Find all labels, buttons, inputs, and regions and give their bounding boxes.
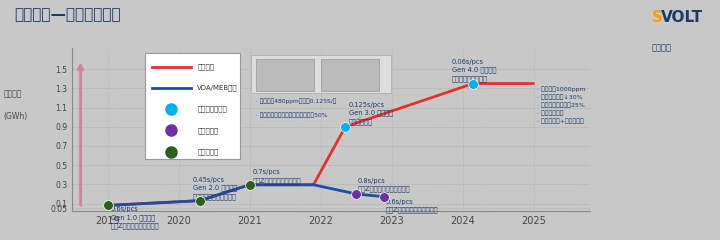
Text: S: S <box>652 10 662 25</box>
Text: 0.6s/pcs
Gen 1.0 合作开发
摇摆Z叠，双工位，弹夹式: 0.6s/pcs Gen 1.0 合作开发 摇摆Z叠，双工位，弹夹式 <box>111 206 160 229</box>
Text: 0.45s/pcs
Gen 2.0 合作开发
双送叠，双工位，弹夹式: 0.45s/pcs Gen 2.0 合作开发 双送叠，双工位，弹夹式 <box>193 177 237 200</box>
Text: 叠片技术—叠片技术路线: 叠片技术—叠片技术路线 <box>14 7 121 22</box>
Text: VOLT: VOLT <box>661 10 703 25</box>
Text: 单机产出: 单机产出 <box>4 89 22 98</box>
Text: 蜂巢能源: 蜂巢能源 <box>652 43 672 52</box>
Text: 0.7s/pcs
传统Z叠，双工位，弹夹式: 0.7s/pcs 传统Z叠，双工位，弹夹式 <box>253 169 302 184</box>
Text: · 设计效率1000ppm
· 单位产能成本↓30%
· 单位产能占地节省25%
· 激光切片工艺
· 磁悬浮转运+机器人叠片: · 设计效率1000ppm · 单位产能成本↓30% · 单位产能占地节省25%… <box>537 86 586 124</box>
Text: 0.125s/pcs
Gen 3.0 自主研发
热复合多片叠: 0.125s/pcs Gen 3.0 自主研发 热复合多片叠 <box>349 102 393 125</box>
Text: 0.6s/pcs
传统Z叠，三工位，切叠一体: 0.6s/pcs 传统Z叠，三工位，切叠一体 <box>386 199 438 213</box>
Text: 0.8s/pcs
传统Z叠，三工位，切叠一体: 0.8s/pcs 传统Z叠，三工位，切叠一体 <box>357 178 410 192</box>
Text: (GWh): (GWh) <box>4 112 28 121</box>
Text: 0.06s/pcs
Gen 4.0 自主研发
超高速裁切创新工艺: 0.06s/pcs Gen 4.0 自主研发 超高速裁切创新工艺 <box>452 59 496 82</box>
